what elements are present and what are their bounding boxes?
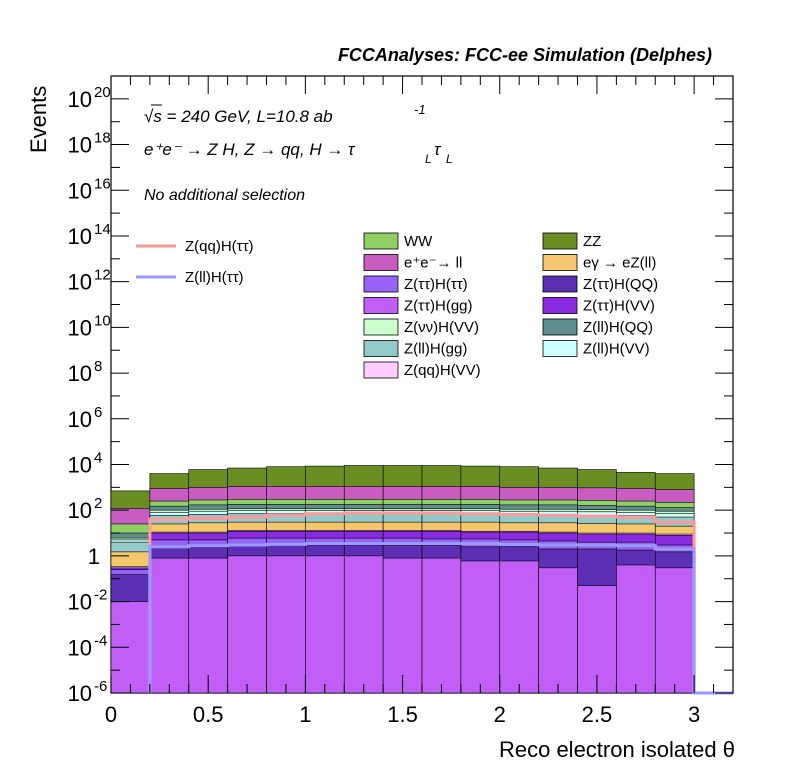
y-tick-label-0: 10 bbox=[68, 87, 92, 112]
legend-mid-swatch-1 bbox=[363, 254, 399, 271]
signal-lines bbox=[148, 511, 733, 695]
bar-z-h-gg--bin-10 bbox=[499, 560, 539, 694]
y-tick-exponent-0: 20 bbox=[94, 84, 111, 101]
bar-z-h-gg--bin-2 bbox=[188, 557, 228, 694]
x-tick-label-0: 0 bbox=[105, 702, 117, 727]
y-tick-exponent-13: -6 bbox=[94, 678, 107, 695]
line-z-ll-h- bbox=[148, 541, 733, 695]
x-tick-label-4: 2 bbox=[494, 702, 506, 727]
legend-mid-swatch-4 bbox=[363, 318, 399, 336]
legend-right-label-5: Z(ll)H(VV) bbox=[583, 341, 650, 358]
y-tick-exponent-4: 12 bbox=[94, 267, 111, 284]
legend-right-swatch-0 bbox=[542, 232, 578, 250]
y-tick-label-9: 10 bbox=[68, 498, 92, 523]
bar-z-h-gg--bin-6 bbox=[343, 555, 384, 694]
legend-right-swatch-4 bbox=[542, 318, 578, 336]
y-tick-exponent-6: 8 bbox=[94, 358, 102, 375]
y-tick-exponent-7: 6 bbox=[94, 404, 102, 421]
legend: Z(qq)H(ττ) Z(ll)H(ττ) WW e⁺e⁻→ ll Z(ττ)H(ττ)… bbox=[136, 232, 658, 379]
stacked-bars bbox=[110, 465, 695, 694]
legend-mid-label-2: Z(ττ)H(ττ) bbox=[404, 276, 468, 293]
x-tick-label-1: 0.5 bbox=[193, 702, 224, 727]
y-tick-label-1: 10 bbox=[68, 133, 92, 158]
process-subscript-2: L bbox=[446, 152, 453, 166]
y-axis-label: Events bbox=[26, 86, 51, 153]
legend-right-swatch-1 bbox=[542, 254, 578, 271]
legend-right-label-4: Z(ll)H(QQ) bbox=[583, 319, 653, 336]
bar-z-h-gg--bin-1 bbox=[149, 557, 190, 694]
legend-mid-label-5: Z(ll)H(gg) bbox=[404, 341, 467, 358]
line-z-qq-h- bbox=[148, 511, 733, 695]
lumi-exponent: -1 bbox=[414, 102, 426, 117]
legend-right-label-1: eγ → eZ(ll) bbox=[583, 255, 656, 272]
selection-annotation: No additional selection bbox=[144, 187, 305, 204]
bar-z-h-gg--bin-7 bbox=[382, 557, 423, 694]
x-tick-label-2: 1 bbox=[299, 702, 311, 727]
y-tick-exponent-12: -4 bbox=[94, 632, 107, 649]
bar-z-h-gg--bin-8 bbox=[421, 557, 462, 694]
legend-right-swatch-3 bbox=[542, 297, 578, 314]
legend-mid-label-6: Z(qq)H(VV) bbox=[404, 362, 481, 379]
y-tick-label-4: 10 bbox=[68, 270, 92, 295]
x-tick-label-5: 2.5 bbox=[582, 702, 613, 727]
y-tick-label-6: 10 bbox=[68, 361, 92, 386]
process-subscript-1: L bbox=[425, 152, 432, 166]
y-tick-exponent-11: -2 bbox=[94, 587, 107, 604]
y-tick-label-8: 10 bbox=[68, 452, 92, 477]
chart-title: FCCAnalyses: FCC-ee Simulation (Delphes) bbox=[338, 45, 712, 65]
y-tick-label-7: 10 bbox=[68, 407, 92, 432]
legend-label-left-0: Z(qq)H(ττ) bbox=[185, 238, 254, 255]
y-tick-exponent-3: 14 bbox=[94, 221, 111, 238]
y-tick-label-11: 10 bbox=[68, 590, 92, 615]
y-tick-exponent-9: 2 bbox=[94, 495, 102, 512]
bar-z-h-gg--bin-11 bbox=[538, 567, 578, 694]
process-annotation: e⁺e⁻ → Z H, Z → qq, H → τ bbox=[144, 140, 356, 159]
legend-mid-label-4: Z(νν)H(VV) bbox=[404, 319, 479, 336]
annotations: √s = 240 GeV, L=10.8 ab -1 e⁺e⁻ → Z H, Z… bbox=[144, 102, 453, 204]
x-tick-label-6: 3 bbox=[688, 702, 700, 727]
bar-z-h-gg--bin-5 bbox=[305, 555, 345, 694]
y-tick-exponent-5: 10 bbox=[94, 312, 111, 329]
legend-mid-swatch-5 bbox=[363, 340, 399, 357]
legend-right-label-2: Z(ττ)H(QQ) bbox=[583, 276, 658, 293]
y-tick-label-3: 10 bbox=[68, 224, 92, 249]
legend-right-label-0: ZZ bbox=[583, 233, 601, 250]
legend-mid-label-3: Z(ττ)H(gg) bbox=[404, 298, 473, 315]
legend-right-swatch-2 bbox=[542, 275, 578, 293]
legend-mid-swatch-6 bbox=[363, 361, 399, 379]
y-tick-exponent-8: 4 bbox=[94, 449, 102, 466]
x-tick-label-3: 1.5 bbox=[387, 702, 418, 727]
bar-z-h-gg--bin-14 bbox=[654, 567, 695, 694]
process-tau-2: τ bbox=[434, 140, 442, 159]
y-tick-exponent-2: 16 bbox=[94, 175, 111, 192]
legend-mid-label-1: e⁺e⁻→ ll bbox=[404, 255, 462, 272]
bar-z-h-gg--bin-4 bbox=[266, 555, 306, 694]
bar-z-h-gg--bin-13 bbox=[616, 564, 656, 694]
legend-mid-swatch-0 bbox=[363, 232, 399, 250]
legend-mid-swatch-3 bbox=[363, 297, 399, 314]
energy-annotation: √s = 240 GeV, L=10.8 ab bbox=[144, 107, 333, 126]
y-tick-label-13: 10 bbox=[68, 681, 92, 706]
legend-right-label-3: Z(ττ)H(VV) bbox=[583, 298, 655, 315]
bar-z-h-gg--bin-9 bbox=[460, 560, 501, 694]
y-tick-exponent-1: 18 bbox=[94, 130, 111, 147]
y-tick-label-10: 1 bbox=[88, 544, 100, 569]
legend-mid-label-0: WW bbox=[404, 233, 433, 250]
y-tick-label-12: 10 bbox=[68, 635, 92, 660]
x-axis-ticks: 0 0.5 1 1.5 2 2.5 3 bbox=[105, 76, 734, 727]
y-tick-label-2: 10 bbox=[68, 178, 92, 203]
legend-mid-swatch-2 bbox=[363, 275, 399, 293]
bar-z-h-gg--bin-3 bbox=[227, 555, 267, 694]
y-tick-label-5: 10 bbox=[68, 315, 92, 340]
x-axis-label: Reco electron isolated θ bbox=[499, 737, 735, 762]
legend-right-swatch-5 bbox=[542, 340, 578, 357]
legend-label-left-1: Z(ll)H(ττ) bbox=[185, 269, 244, 286]
